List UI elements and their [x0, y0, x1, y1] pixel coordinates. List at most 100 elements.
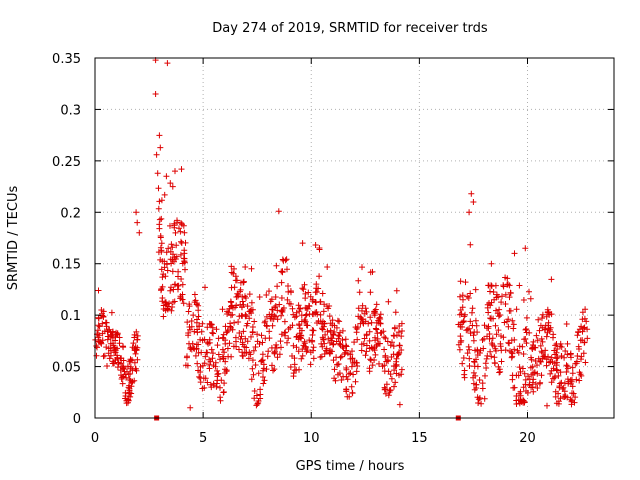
data-point: [333, 324, 340, 331]
data-point: [563, 362, 570, 369]
data-point: [131, 331, 138, 338]
data-point: [181, 259, 188, 266]
data-point: [336, 318, 343, 325]
data-point: [493, 347, 499, 354]
data-point: [526, 329, 533, 336]
data-point: [526, 288, 532, 295]
data-point: [507, 289, 514, 296]
data-point: [504, 318, 510, 325]
data-point: [304, 305, 311, 312]
data-point: [310, 347, 316, 354]
data-point: [198, 328, 205, 335]
data-point: [583, 318, 590, 325]
data-point: [109, 328, 116, 335]
data-point: [474, 346, 481, 353]
data-point: [270, 367, 276, 374]
data-point: [523, 340, 530, 347]
data-point: [226, 340, 233, 347]
data-point: [488, 353, 495, 360]
data-point: [456, 346, 463, 353]
data-point: [391, 324, 398, 331]
data-point: [574, 332, 581, 339]
data-point: [568, 401, 575, 408]
data-point: [120, 344, 127, 351]
data-point: [506, 340, 513, 347]
data-point: [278, 295, 285, 301]
data-point: [533, 332, 540, 339]
data-point: [186, 340, 192, 347]
data-point: [178, 220, 184, 226]
data-point: [476, 377, 483, 383]
data-point: [115, 359, 122, 366]
data-point: [548, 379, 555, 386]
data-point: [340, 373, 347, 380]
data-point: [279, 268, 286, 275]
data-point: [336, 370, 343, 377]
data-point: [291, 361, 298, 368]
data-point: [273, 345, 280, 351]
data-point: [332, 377, 339, 384]
data-point: [363, 331, 370, 338]
data-point: [473, 381, 480, 388]
data-point: [106, 355, 113, 362]
data-points: [92, 57, 591, 421]
data-point: [303, 322, 310, 329]
data-point: [525, 373, 532, 380]
data-point: [273, 262, 280, 269]
data-point: [501, 319, 508, 326]
data-point: [467, 241, 474, 248]
data-point: [111, 344, 118, 351]
data-point: [220, 355, 227, 362]
data-point: [237, 286, 244, 293]
data-point: [538, 335, 545, 342]
y-tick-label: 0.3: [60, 103, 81, 118]
data-point: [490, 289, 497, 295]
data-point: [522, 336, 529, 342]
data-point: [110, 360, 117, 367]
data-point: [196, 323, 203, 330]
data-point: [466, 209, 473, 216]
x-axis-label: GPS time / hours: [296, 459, 405, 474]
data-point: [103, 344, 110, 351]
data-point: [302, 312, 309, 319]
data-point: [116, 340, 123, 347]
data-point: [539, 311, 546, 318]
data-point: [93, 352, 100, 359]
data-point: [159, 295, 166, 301]
data-point: [463, 327, 470, 334]
data-point: [575, 328, 582, 335]
data-point: [310, 344, 317, 351]
data-point: [290, 373, 297, 380]
data-point: [572, 360, 579, 367]
data-point: [248, 299, 255, 306]
data-point: [207, 358, 214, 365]
data-point: [367, 314, 374, 321]
data-point: [366, 337, 373, 344]
data-point: [502, 291, 509, 298]
data-point: [465, 343, 472, 350]
data-point: [555, 400, 562, 407]
data-point: [520, 297, 527, 303]
data-point: [384, 338, 391, 345]
data-point: [330, 332, 337, 338]
data-point: [222, 340, 229, 347]
data-point: [344, 376, 351, 383]
data-point: [377, 340, 383, 347]
data-point: [466, 355, 473, 362]
data-point: [158, 240, 165, 247]
data-point: [229, 311, 236, 318]
data-point: [339, 337, 346, 343]
data-point: [109, 331, 115, 338]
data-point: [488, 315, 495, 322]
data-point: [553, 349, 560, 356]
data-point: [121, 368, 128, 375]
data-point: [543, 362, 550, 369]
data-point: [129, 378, 136, 385]
data-point: [252, 362, 259, 368]
data-point: [214, 342, 221, 349]
data-point: [194, 329, 201, 336]
data-point: [269, 362, 275, 369]
data-point: [467, 290, 474, 297]
data-point: [181, 229, 188, 236]
data-point: [511, 336, 518, 343]
